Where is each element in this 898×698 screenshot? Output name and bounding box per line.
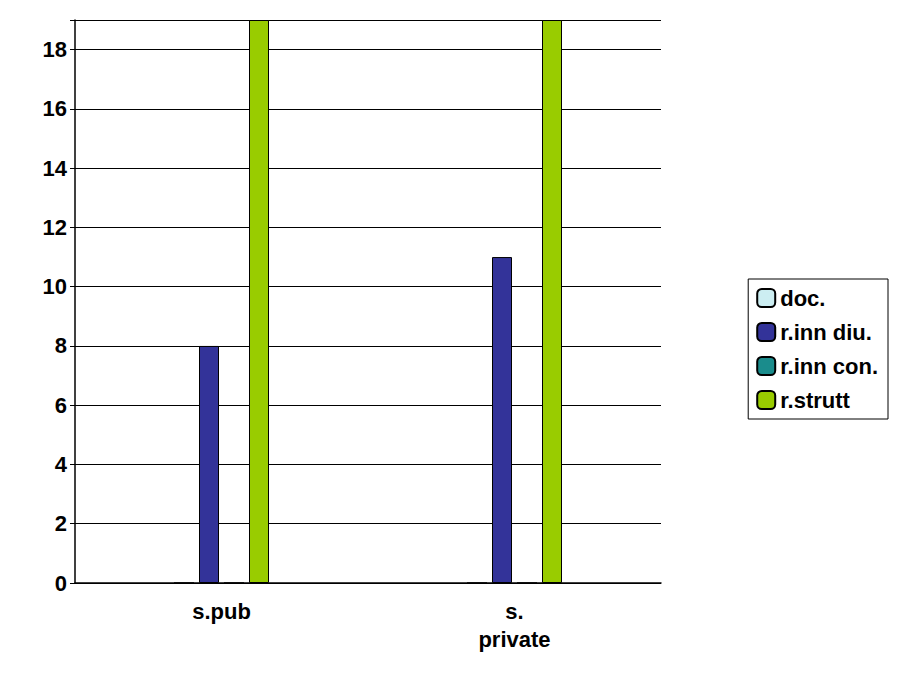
svg-text:18: 18 <box>43 37 67 62</box>
svg-text:r.strutt: r.strutt <box>780 388 850 413</box>
svg-text:s.pub: s.pub <box>192 599 251 624</box>
svg-text:14: 14 <box>43 156 68 181</box>
svg-text:doc.: doc. <box>780 286 825 311</box>
svg-text:8: 8 <box>55 333 67 358</box>
svg-text:16: 16 <box>43 96 67 121</box>
svg-text:r.inn diu.: r.inn diu. <box>780 320 872 345</box>
svg-text:s.: s. <box>505 599 523 624</box>
svg-text:6: 6 <box>55 393 67 418</box>
svg-text:0: 0 <box>55 571 67 596</box>
svg-text:private: private <box>478 627 550 652</box>
svg-text:4: 4 <box>55 452 68 477</box>
svg-text:r.inn con.: r.inn con. <box>780 354 878 379</box>
svg-text:10: 10 <box>43 274 67 299</box>
svg-text:2: 2 <box>55 511 67 536</box>
svg-text:12: 12 <box>43 215 67 240</box>
